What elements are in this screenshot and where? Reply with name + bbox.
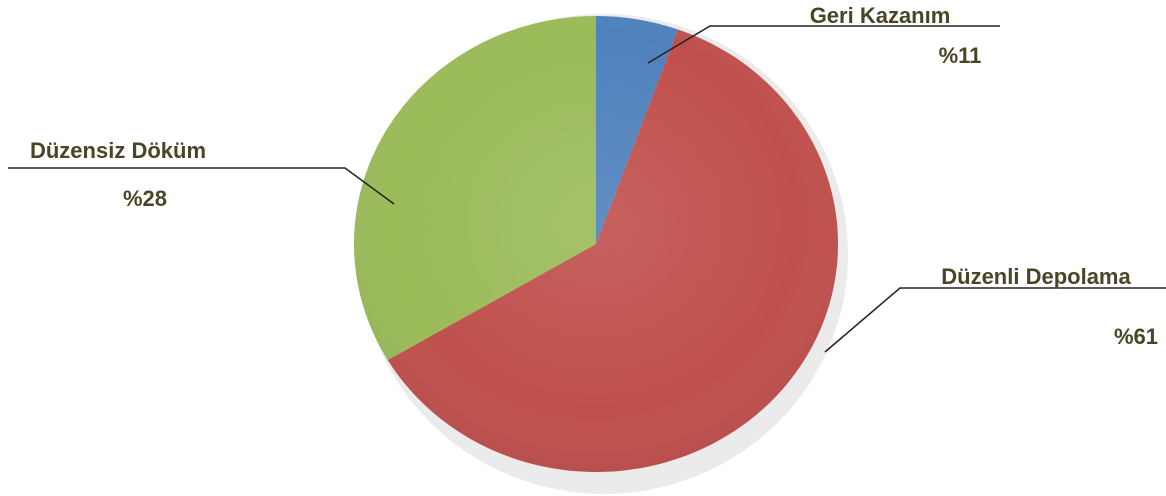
slice-label-duzensiz-dokum: Düzensiz Döküm xyxy=(30,138,206,163)
slice-value-duzensiz-dokum: %28 xyxy=(123,186,167,211)
slice-value-duzenli-depolama: %61 xyxy=(1114,324,1158,349)
slice-label-duzenli-depolama: Düzenli Depolama xyxy=(941,264,1131,289)
slice-value-geri-kazanim: %11 xyxy=(939,43,982,68)
leader-line-duzensiz-dokum xyxy=(8,167,395,205)
slice-label-geri-kazanim: Geri Kazanım xyxy=(810,3,951,28)
leader-line-geri-kazanim xyxy=(647,25,1000,64)
leader-line-duzenli-depolama xyxy=(824,287,1166,353)
